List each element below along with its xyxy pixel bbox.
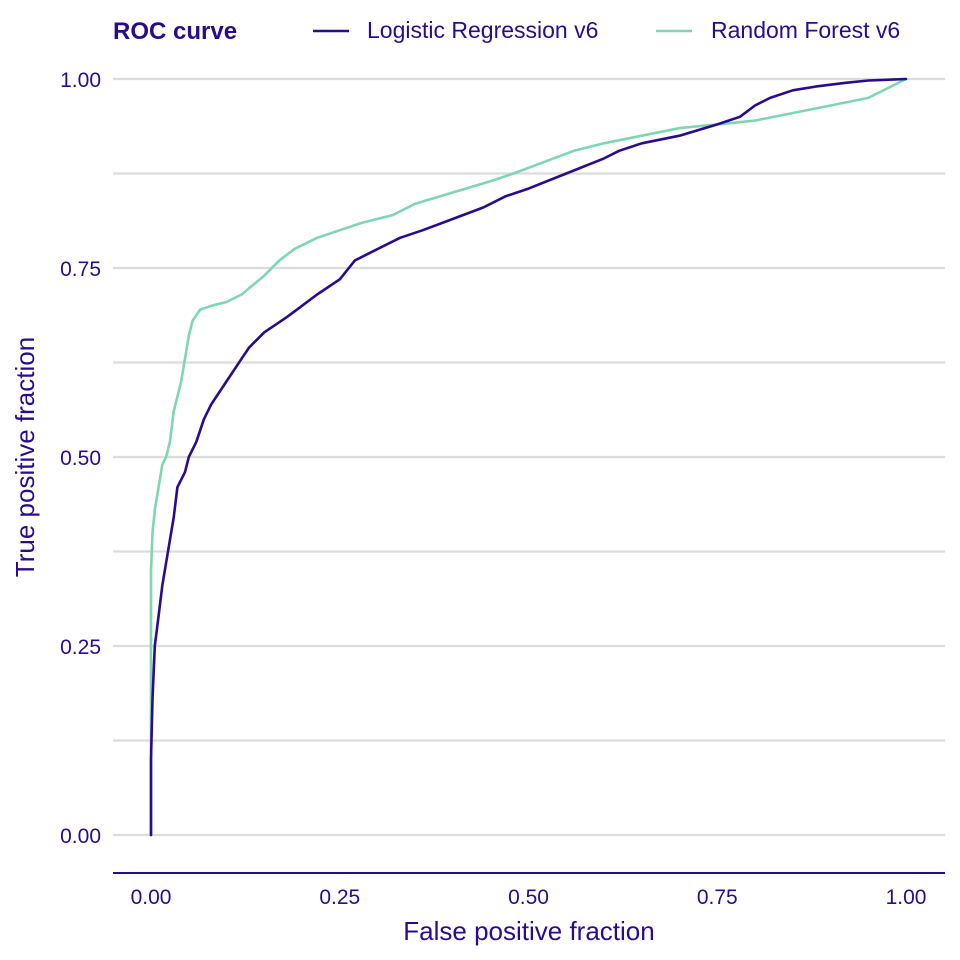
x-tick-label: 0.50 <box>508 886 549 909</box>
series-lines <box>149 77 908 837</box>
x-tick-label: 0.00 <box>131 886 172 909</box>
x-axis-title: False positive fraction <box>403 916 654 946</box>
legend-item: Logistic Regression v6 <box>313 17 598 43</box>
x-tick-label: 1.00 <box>886 886 927 909</box>
series-line-random-forest-v6 <box>149 77 908 837</box>
y-tick-label: 0.00 <box>60 825 101 848</box>
x-tick-label: 0.75 <box>697 886 738 909</box>
chart-title: ROC curve <box>113 18 237 45</box>
y-tick-label: 1.00 <box>60 69 101 92</box>
y-axis-ticks: 0.00 0.25 0.50 0.75 1.00 <box>60 69 101 848</box>
y-tick-label: 0.25 <box>60 636 101 659</box>
legend-label: Logistic Regression v6 <box>367 17 598 43</box>
legend: Logistic Regression v6 Random Forest v6 <box>313 17 900 43</box>
x-tick-label: 0.25 <box>319 886 360 909</box>
x-axis-ticks: 0.00 0.25 0.50 0.75 1.00 <box>131 886 927 909</box>
legend-item: Random Forest v6 <box>656 17 900 43</box>
grid-lines <box>113 77 945 837</box>
y-tick-label: 0.75 <box>60 258 101 281</box>
series-line-logistic-regression-v6 <box>149 77 908 837</box>
y-tick-label: 0.50 <box>60 447 101 470</box>
legend-label: Random Forest v6 <box>711 17 900 43</box>
y-axis-title: True positive fraction <box>10 337 40 577</box>
